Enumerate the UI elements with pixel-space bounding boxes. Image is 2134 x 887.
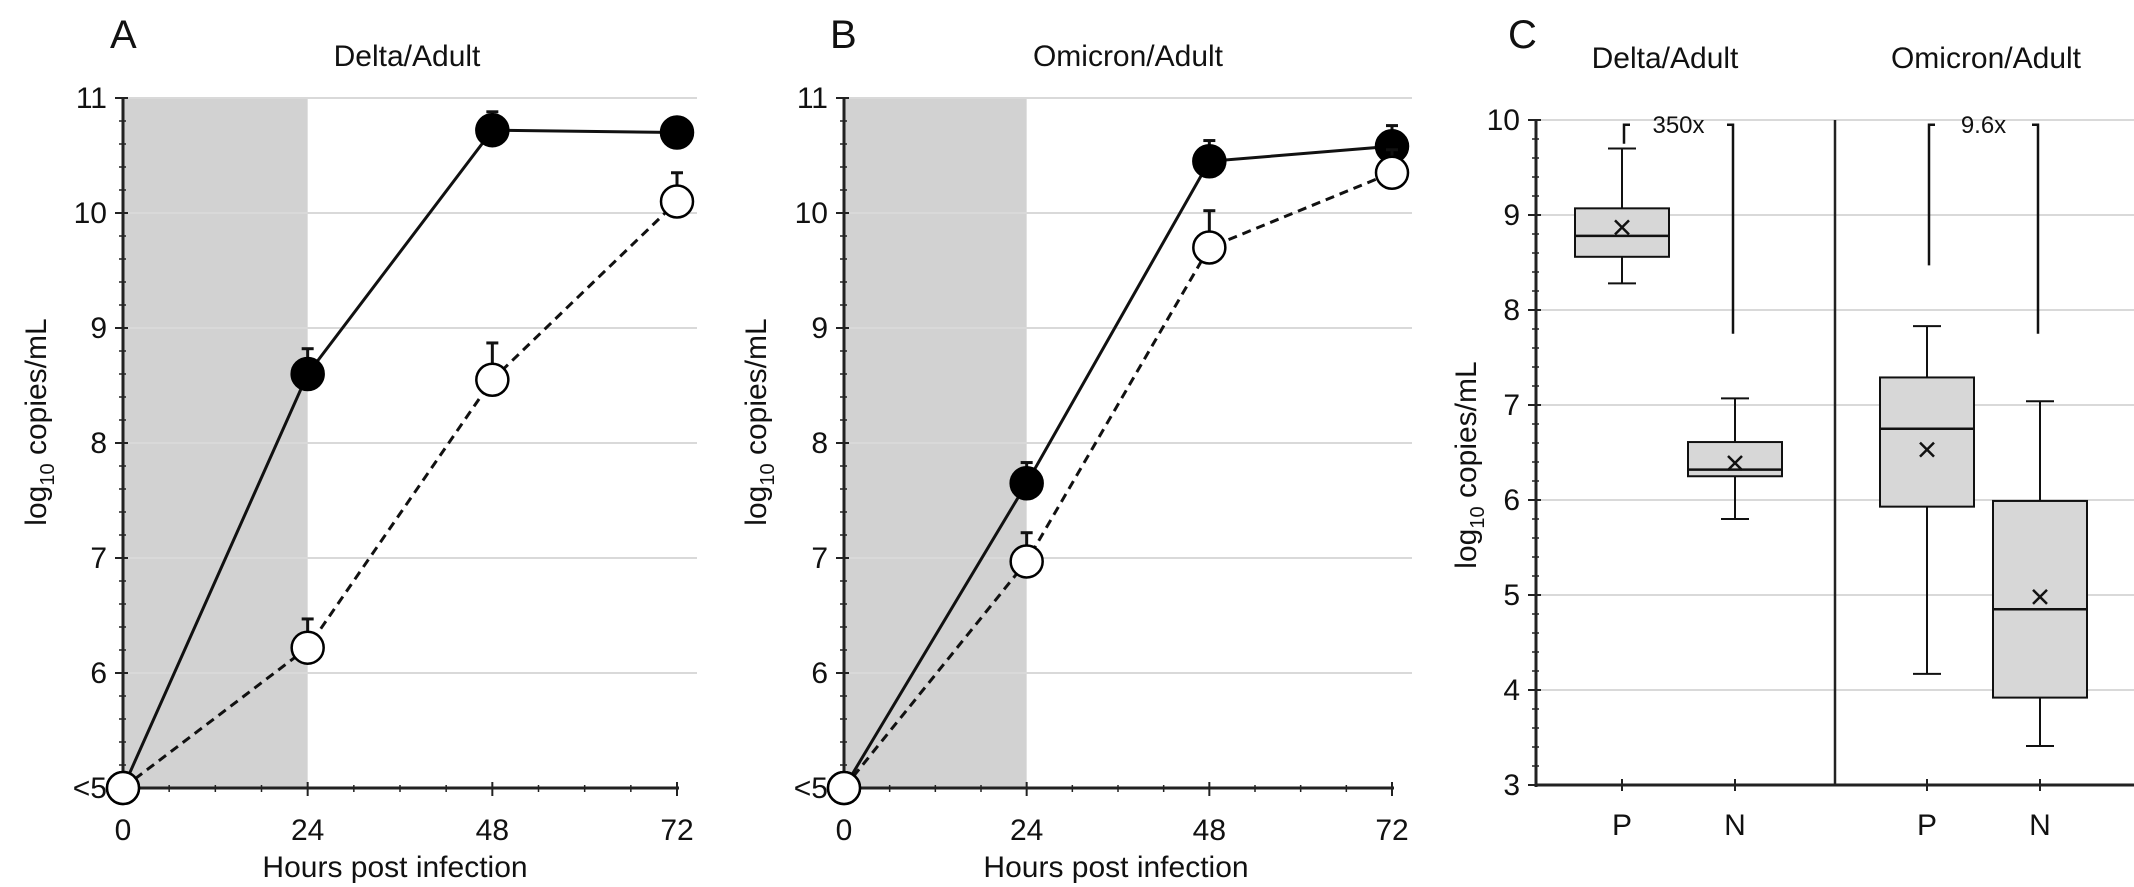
panel-a: A Delta/Adult <5 6 7 8 9 10 11 0 24 48 72 Hours po…: [20, 13, 697, 884]
panel-a-title: Delta/Adult: [334, 40, 481, 73]
mean-marker: [1614, 219, 1630, 236]
data-point-filled: [659, 115, 695, 150]
y-tick-label: 9: [811, 312, 828, 345]
plot-area-a: <5 6 7 8 9 10 11 0 24 48 72: [73, 82, 697, 847]
panel-label-b: B: [830, 13, 857, 57]
data-point-filled: [475, 112, 510, 148]
mean-marker: [2032, 589, 2048, 605]
x-tick-label: 0: [115, 814, 132, 847]
y-axis-label-b: log10 copies/mL: [740, 318, 779, 525]
x-tick-label: P: [1917, 809, 1937, 842]
panel-label-a: A: [110, 13, 137, 57]
y-tick-label: 5: [1503, 579, 1520, 612]
y-tick-label: 6: [811, 657, 828, 690]
box: [1687, 441, 1783, 478]
x-tick-label: 48: [1193, 814, 1226, 847]
x-axis-label-a: Hours post infection: [262, 851, 527, 884]
box: [1992, 499, 2088, 699]
x-tick-label: 0: [836, 814, 853, 847]
data-point-open: [105, 770, 141, 806]
series-line-dashed: [842, 171, 1393, 789]
mean-marker: [1727, 455, 1743, 471]
y-tick-label: 8: [90, 427, 107, 460]
data-point-filled: [1192, 144, 1227, 179]
box: [1574, 207, 1670, 258]
fold-change-bracket: [1727, 123, 1735, 334]
panel-c-group-title-delta: Delta/Adult: [1592, 42, 1739, 75]
panel-label-c: C: [1508, 13, 1537, 57]
mean-marker: [1919, 441, 1935, 458]
series-line-solid: [121, 128, 678, 789]
x-axis-label-b: Hours post infection: [983, 851, 1248, 884]
series-line-dashed: [122, 200, 679, 790]
data-point-open: [826, 770, 862, 806]
y-tick-label: 10: [1487, 104, 1520, 137]
y-tick-label: 8: [811, 427, 828, 460]
y-tick-label: 6: [1503, 484, 1520, 517]
data-point-open: [1009, 544, 1044, 579]
data-point-filled: [1009, 466, 1044, 501]
y-tick-label: 11: [76, 82, 107, 115]
panel-b-title: Omicron/Adult: [1033, 40, 1224, 73]
fold-change-bracket: [1927, 123, 1935, 266]
data-point-filled: [290, 356, 325, 392]
data-point-open: [475, 362, 510, 397]
plot-area-b: <5 6 7 8 9 10 11 0 24 48 72: [794, 82, 1412, 847]
y-tick-label: 7: [1503, 389, 1520, 422]
y-axis-label-c: log10 copies/mL: [1450, 361, 1489, 568]
x-tick-label: 24: [1010, 814, 1043, 847]
y-tick-label: 11: [797, 82, 828, 115]
y-axis-label-a: log10 copies/mL: [20, 318, 59, 525]
y-tick-label: 7: [811, 542, 828, 575]
data-point-open: [1374, 155, 1410, 190]
x-tick-label: 48: [476, 814, 509, 847]
data-point-open: [659, 184, 695, 219]
y-tick-label: 3: [1503, 769, 1520, 802]
x-tick-label: 24: [291, 814, 324, 847]
y-tick-label: 7: [90, 542, 107, 575]
y-tick-label: 9: [1503, 199, 1520, 232]
y-tick-label: 10: [74, 197, 107, 230]
x-tick-label: 72: [660, 814, 693, 847]
series-line-solid: [842, 144, 1393, 789]
data-point-open: [1192, 230, 1227, 265]
box: [1879, 376, 1975, 508]
fold-change-label: 350x: [1652, 112, 1704, 139]
x-tick-label: 72: [1375, 814, 1408, 847]
plot-area-c: 3 4 5 6 7 8 9 10 P N 350x P N 9.6x: [1487, 104, 2134, 842]
panel-c-group-title-omicron: Omicron/Adult: [1891, 42, 2082, 75]
x-tick-label: N: [2029, 809, 2051, 842]
y-tick-label: 9: [90, 312, 107, 345]
y-tick-label: 8: [1503, 294, 1520, 327]
panel-b: B Omicron/Adult <5 6 7 8 9 10 11 0 24 48 72 Hours …: [740, 13, 1412, 884]
fold-change-label: 9.6x: [1961, 112, 2006, 139]
y-tick-label: <5: [73, 772, 107, 805]
y-tick-label: 4: [1503, 674, 1520, 707]
y-tick-label: <5: [794, 772, 828, 805]
x-tick-label: P: [1612, 809, 1632, 842]
fold-change-bracket: [2032, 123, 2040, 334]
fold-change-bracket: [1622, 123, 1630, 144]
y-tick-label: 10: [795, 197, 828, 230]
x-tick-label: N: [1724, 809, 1746, 842]
data-point-open: [290, 630, 325, 665]
y-tick-label: 6: [90, 657, 107, 690]
